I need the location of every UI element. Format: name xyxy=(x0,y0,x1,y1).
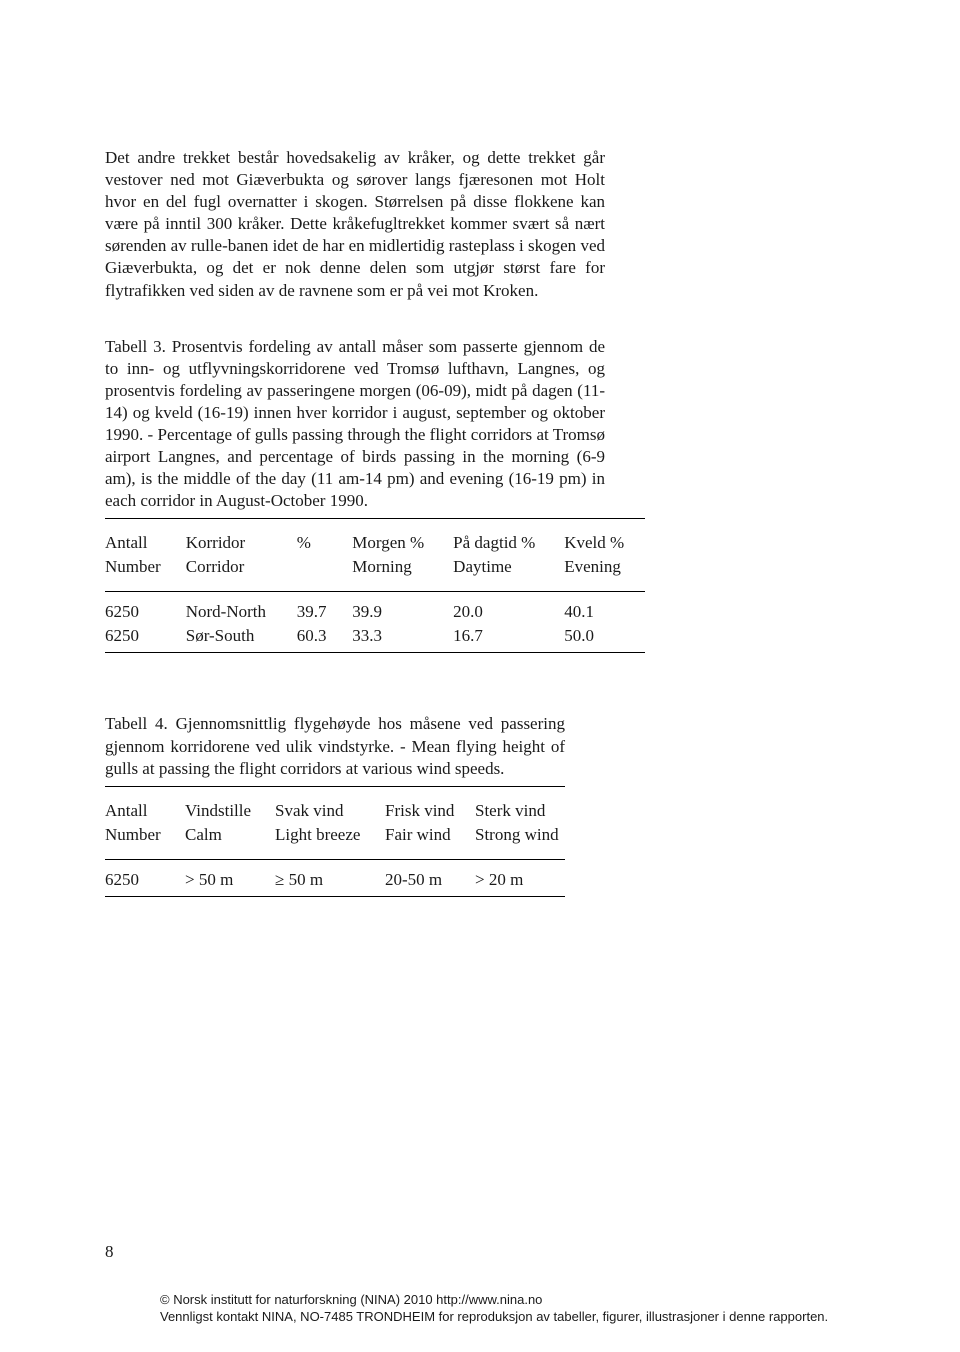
table3-h-korridor-no: Korridor xyxy=(186,519,297,555)
table3-h-kveld-no: Kveld % xyxy=(564,519,645,555)
table3-h-korridor-en: Corridor xyxy=(186,555,297,591)
table3-r1-kveld: 50.0 xyxy=(564,624,645,652)
table3-row-1: 6250 Sør-South 60.3 33.3 16.7 50.0 xyxy=(105,624,645,652)
table4-h-fair-en: Fair wind xyxy=(385,823,475,859)
table4-caption: Tabell 4. Gjennomsnittlig flygehøyde hos… xyxy=(105,713,565,779)
table3-r0-korridor: Nord-North xyxy=(186,592,297,624)
table3-r1-morgen: 33.3 xyxy=(352,624,453,652)
table3-caption: Tabell 3. Prosentvis fordeling av antall… xyxy=(105,336,605,513)
table4-r0-strong: > 20 m xyxy=(475,860,565,896)
table4-h-light-en: Light breeze xyxy=(275,823,385,859)
table4-r0-antall: 6250 xyxy=(105,860,185,896)
table4-rule-bot xyxy=(105,896,565,897)
table4-r0-calm: > 50 m xyxy=(185,860,275,896)
table3-header-row-1: Antall Korridor % Morgen % På dagtid % K… xyxy=(105,519,645,555)
footer-line-1: © Norsk institutt for naturforskning (NI… xyxy=(160,1291,828,1309)
table4-h-antall-no: Antall xyxy=(105,787,185,823)
table3-h-antall-en: Number xyxy=(105,555,186,591)
main-column: Det andre trekket består hovedsakelig av… xyxy=(105,147,605,897)
table3-h-antall-no: Antall xyxy=(105,519,186,555)
table3-r1-antall: 6250 xyxy=(105,624,186,652)
table3-h-dag-no: På dagtid % xyxy=(453,519,564,555)
table4-r0-fair: 20-50 m xyxy=(385,860,475,896)
page-number: 8 xyxy=(105,1242,114,1262)
table3-r0-antall: 6250 xyxy=(105,592,186,624)
table4-h-calm-no: Vindstille xyxy=(185,787,275,823)
footer-line-2: Vennligst kontakt NINA, NO-7485 TRONDHEI… xyxy=(160,1308,828,1326)
table3-r1-pct: 60.3 xyxy=(297,624,353,652)
table3-h-morgen-en: Morning xyxy=(352,555,453,591)
table4-h-fair-no: Frisk vind xyxy=(385,787,475,823)
table3-wrap: Antall Korridor % Morgen % På dagtid % K… xyxy=(105,518,605,653)
table4-wrap: Antall Vindstille Svak vind Frisk vind S… xyxy=(105,786,605,897)
table4-h-strong-no: Sterk vind xyxy=(475,787,565,823)
table3-row-0: 6250 Nord-North 39.7 39.9 20.0 40.1 xyxy=(105,592,645,624)
table4-h-calm-en: Calm xyxy=(185,823,275,859)
table3-h-dag-en: Daytime xyxy=(453,555,564,591)
page-column: Det andre trekket består hovedsakelig av… xyxy=(0,0,960,897)
table3-r1-korridor: Sør-South xyxy=(186,624,297,652)
table3: Antall Korridor % Morgen % På dagtid % K… xyxy=(105,519,645,652)
table4-row-0: 6250 > 50 m ≥ 50 m 20-50 m > 20 m xyxy=(105,860,565,896)
table4-h-light-no: Svak vind xyxy=(275,787,385,823)
table4-h-antall-en: Number xyxy=(105,823,185,859)
table3-rule-bot xyxy=(105,652,645,653)
table3-header-row-2: Number Corridor Morning Daytime Evening xyxy=(105,555,645,591)
table3-r1-dag: 16.7 xyxy=(453,624,564,652)
table3-r0-pct: 39.7 xyxy=(297,592,353,624)
table3-r0-morgen: 39.9 xyxy=(352,592,453,624)
table3-h-morgen-no: Morgen % xyxy=(352,519,453,555)
table4-r0-light: ≥ 50 m xyxy=(275,860,385,896)
table4-header-row-1: Antall Vindstille Svak vind Frisk vind S… xyxy=(105,787,565,823)
table3-r0-kveld: 40.1 xyxy=(564,592,645,624)
table4-h-strong-en: Strong wind xyxy=(475,823,565,859)
table4: Antall Vindstille Svak vind Frisk vind S… xyxy=(105,787,565,896)
table3-h-kveld-en: Evening xyxy=(564,555,645,591)
table3-r0-dag: 20.0 xyxy=(453,592,564,624)
table4-header-row-2: Number Calm Light breeze Fair wind Stron… xyxy=(105,823,565,859)
paragraph-1: Det andre trekket består hovedsakelig av… xyxy=(105,147,605,302)
table3-h-pct: % xyxy=(297,519,353,555)
footer: © Norsk institutt for naturforskning (NI… xyxy=(160,1291,828,1326)
